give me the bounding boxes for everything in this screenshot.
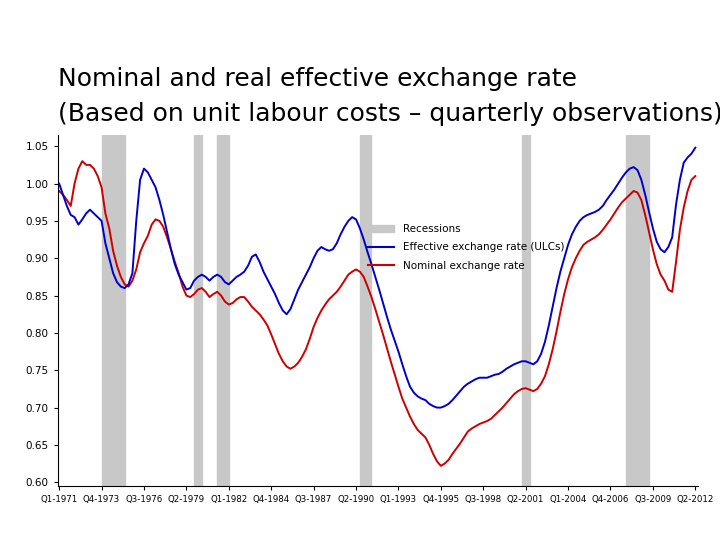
Bar — [626, 135, 649, 486]
Bar — [522, 135, 529, 486]
Bar — [360, 135, 372, 486]
Bar — [217, 135, 229, 486]
Bar — [102, 135, 125, 486]
Bar — [194, 135, 202, 486]
Text: Nominal and real effective exchange rate
(Based on unit labour costs – quarterly: Nominal and real effective exchange rate… — [58, 67, 720, 126]
Legend: Recessions, Effective exchange rate (ULCs), Nominal exchange rate: Recessions, Effective exchange rate (ULC… — [364, 220, 568, 275]
